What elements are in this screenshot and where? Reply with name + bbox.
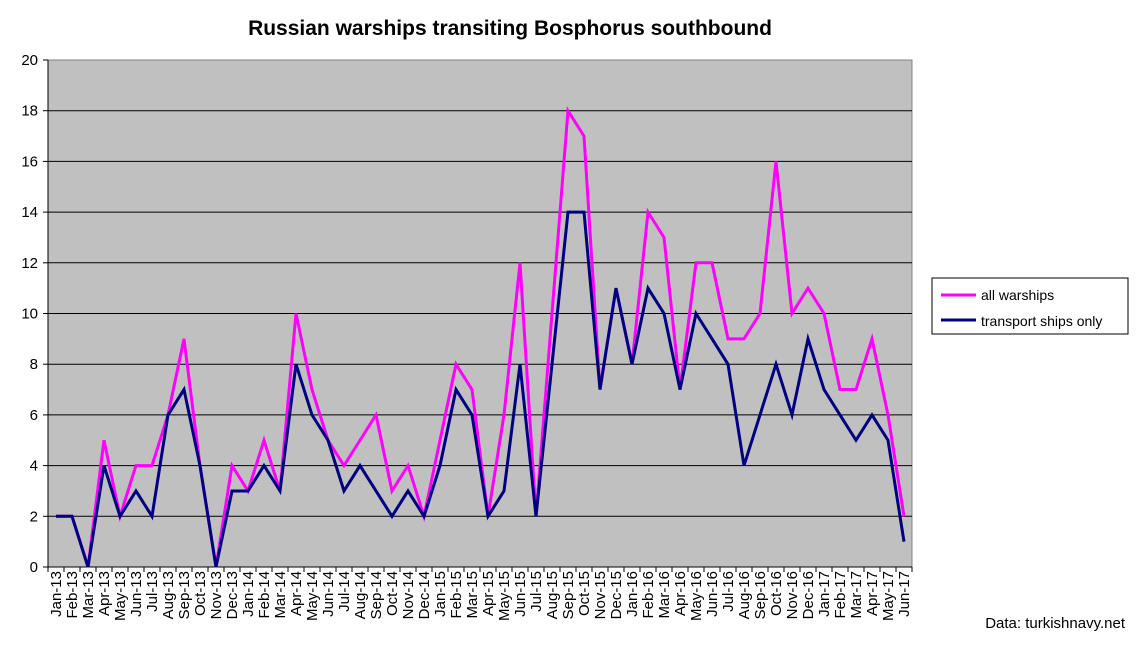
legend-label-transport-ships: transport ships only — [981, 313, 1102, 329]
x-tick-label: Jun-13 — [128, 571, 145, 617]
x-tick-label: Jan-14 — [240, 571, 257, 617]
x-tick-label: Jan-13 — [48, 571, 65, 617]
x-tick-label: Dec-16 — [800, 571, 817, 619]
x-tick-label: Apr-14 — [288, 571, 305, 616]
y-tick-label: 2 — [30, 508, 38, 525]
x-tick-label: Apr-15 — [480, 571, 497, 616]
chart-title: Russian warships transiting Bosphorus so… — [248, 17, 772, 40]
x-tick-label: Oct-14 — [384, 571, 401, 616]
x-tick-label: Dec-13 — [224, 571, 241, 619]
legend: all warships transport ships only — [931, 277, 1129, 335]
y-tick-label: 4 — [30, 458, 38, 475]
x-tick-label: Feb-13 — [64, 571, 81, 619]
x-tick-label: May-13 — [112, 571, 129, 621]
x-tick-label: Apr-17 — [864, 571, 881, 616]
x-tick-label: Jul-14 — [336, 571, 353, 612]
series-lines — [56, 106, 906, 568]
y-tick-label: 16 — [21, 153, 38, 170]
y-tick-label: 12 — [21, 255, 38, 272]
y-tick-label: 14 — [21, 204, 38, 221]
x-tick-label: Mar-15 — [464, 571, 481, 619]
x-tick-label: Aug-14 — [352, 571, 369, 619]
x-tick-label: May-16 — [688, 571, 705, 621]
x-tick-label: Jul-16 — [720, 571, 737, 612]
legend-label-all-warships: all warships — [981, 287, 1054, 303]
source-note: Data: turkishnavy.net — [985, 615, 1126, 632]
x-tick-label: Mar-14 — [272, 571, 289, 619]
x-tick-label: Nov-13 — [208, 571, 225, 619]
series-line-all-warships — [56, 106, 906, 568]
axes — [43, 59, 913, 572]
x-tick-label: Feb-16 — [640, 571, 657, 619]
x-tick-label: Jan-15 — [432, 571, 449, 617]
x-tick-label: Mar-17 — [848, 571, 865, 619]
y-tick-label: 0 — [30, 559, 38, 576]
x-tick-label: Jun-17 — [896, 571, 913, 617]
y-tick-label: 6 — [30, 407, 38, 424]
x-tick-label: Jan-16 — [624, 571, 641, 617]
x-tick-label: Sep-14 — [368, 571, 385, 619]
x-tick-label: Feb-14 — [256, 571, 273, 619]
x-tick-label: Nov-15 — [592, 571, 609, 619]
x-tick-label: Apr-16 — [672, 571, 689, 616]
x-tick-label: May-14 — [304, 571, 321, 621]
series-line-transport-ships-only — [56, 210, 906, 568]
x-tick-label: Jul-13 — [144, 571, 161, 612]
x-tick-label: Aug-13 — [160, 571, 177, 619]
x-tick-label: Nov-14 — [400, 571, 417, 619]
x-tick-label: Sep-13 — [176, 571, 193, 619]
legend-box — [931, 277, 1129, 335]
x-tick-label: Jan-17 — [816, 571, 833, 617]
x-tick-label: Jun-15 — [512, 571, 529, 617]
x-tick-label: Jun-14 — [320, 571, 337, 617]
y-tick-label: 8 — [30, 356, 38, 373]
x-tick-label: May-17 — [880, 571, 897, 621]
x-tick-label: Dec-14 — [416, 571, 433, 619]
x-tick-label: Sep-16 — [752, 571, 769, 619]
y-tick-labels: 0 2 4 6 8 10 12 14 16 18 20 — [21, 52, 38, 576]
x-tick-label: May-15 — [496, 571, 513, 621]
x-tick-label: Jun-16 — [704, 571, 721, 617]
x-tick-label: Aug-15 — [544, 571, 561, 619]
x-tick-label: Oct-16 — [768, 571, 785, 616]
x-tick-label: Feb-15 — [448, 571, 465, 619]
x-tick-label: Nov-16 — [784, 571, 801, 619]
x-tick-label: Apr-13 — [96, 571, 113, 616]
x-tick-label: Mar-16 — [656, 571, 673, 619]
x-tick-label: Dec-15 — [608, 571, 625, 619]
x-tick-labels: Jan-13 Feb-13 Mar-13 Apr-13 May-13 Jun-13 Jul-… — [48, 571, 913, 621]
y-tick-label: 18 — [21, 103, 38, 120]
x-tick-label: Mar-13 — [80, 571, 97, 619]
y-tick-label: 20 — [21, 52, 38, 69]
x-tick-label: Sep-15 — [560, 571, 577, 619]
x-tick-label: Aug-16 — [736, 571, 753, 619]
x-tick-label: Oct-15 — [576, 571, 593, 616]
y-tick-label: 10 — [21, 306, 38, 323]
x-tick-label: Jul-15 — [528, 571, 545, 612]
x-tick-label: Oct-13 — [192, 571, 209, 616]
x-tick-label: Feb-17 — [832, 571, 849, 619]
grid-lines — [48, 110, 912, 517]
